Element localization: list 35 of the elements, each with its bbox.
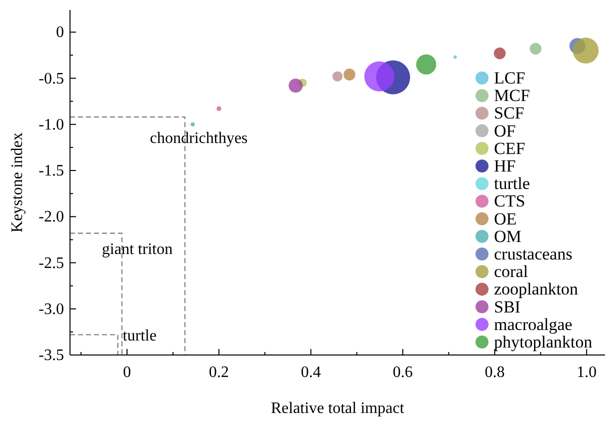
- legend-label: CTS: [494, 192, 526, 211]
- legend-label: zooplankton: [494, 280, 579, 299]
- legend-label: CEF: [494, 138, 526, 158]
- x-axis-title: Relative total impact: [270, 400, 405, 417]
- y-tick-label: -2.0: [38, 208, 64, 226]
- legend-label: crustaceans: [494, 244, 572, 264]
- annotation: giant triton: [102, 241, 173, 258]
- legend-label: HF: [494, 156, 516, 176]
- x-tick-label: 0.6: [392, 364, 413, 381]
- legend-label: turtle: [494, 174, 530, 194]
- legend-label: macroalgae: [494, 314, 572, 334]
- legend-label: phytoplankton: [494, 332, 593, 352]
- y-tick-label: 0: [56, 24, 64, 42]
- y-tick-label: -3.0: [38, 300, 64, 318]
- y-axis-title: Keystone index: [9, 132, 26, 232]
- legend-label: LCF: [494, 68, 526, 88]
- y-tick-label: -1.5: [38, 162, 64, 180]
- y-tick-label: -0.5: [38, 70, 64, 88]
- legend-label: SCF: [494, 104, 524, 123]
- legend-label: MCF: [494, 86, 530, 106]
- x-tick-label: 0.4: [300, 364, 321, 381]
- x-tick-label: 1.0: [576, 364, 597, 381]
- x-tick-label: 0.2: [208, 364, 229, 381]
- y-tick-label: -3.5: [38, 347, 64, 364]
- x-tick-label: 0: [122, 364, 131, 381]
- legend-label: OM: [494, 226, 522, 246]
- annotation: turtle: [122, 328, 157, 345]
- legend-label: coral: [494, 262, 528, 282]
- y-tick-label: -2.5: [38, 254, 64, 272]
- legend-label: OE: [494, 209, 517, 228]
- legend-label: OF: [494, 121, 516, 140]
- legend-label: SBI: [494, 297, 521, 316]
- annotation: chondrichthyes: [150, 130, 248, 148]
- x-tick-label: 0.8: [484, 364, 505, 381]
- y-tick-label: -1.0: [38, 116, 64, 134]
